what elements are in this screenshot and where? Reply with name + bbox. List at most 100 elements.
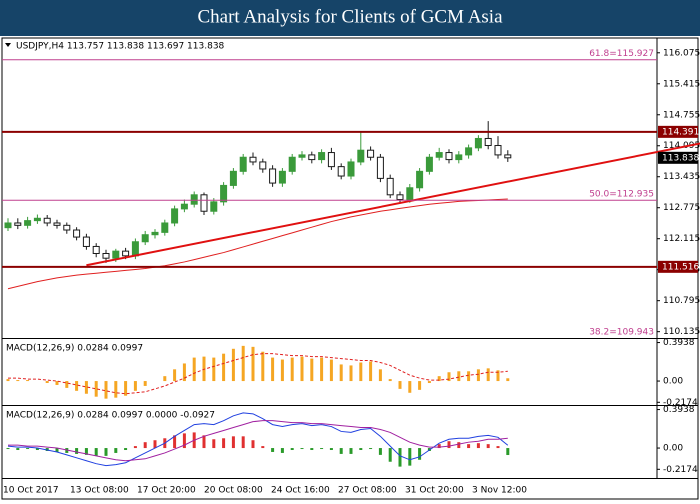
macd-bar — [378, 369, 382, 382]
osma-bar — [378, 448, 382, 455]
macd-bar — [94, 381, 98, 397]
osma-bar — [114, 448, 118, 453]
x-tick-label: 31 Oct 20:00 — [405, 486, 464, 496]
candle-body — [82, 236, 90, 247]
page-title: Chart Analysis for Clients of GCM Asia — [197, 6, 503, 27]
candle-body — [102, 252, 110, 259]
candle-body — [141, 234, 149, 243]
header-arrow — [5, 43, 11, 47]
candle-body — [406, 187, 414, 201]
macd-bar — [418, 381, 422, 390]
candle-body — [327, 152, 335, 168]
candle-body — [73, 229, 81, 238]
osma-bar — [329, 448, 333, 451]
signal-line — [7, 412, 509, 467]
osma-bar — [241, 436, 245, 449]
candle-body — [151, 231, 159, 236]
candle-body — [43, 217, 51, 224]
candle-body — [474, 137, 482, 149]
macd-bar — [437, 376, 441, 382]
osma-bar — [133, 446, 137, 449]
candle-body — [200, 194, 208, 212]
macd-bar — [369, 361, 373, 382]
y-tick-label: -0.2174 — [663, 398, 698, 408]
macd-bar — [320, 357, 324, 382]
macd-bar — [133, 381, 137, 391]
candle-body — [278, 170, 286, 184]
candle-body — [53, 222, 61, 226]
trendline — [86, 142, 700, 267]
macd-bar — [6, 379, 10, 382]
fib-label: 50.0=112.935 — [589, 190, 654, 200]
macd-bar — [222, 353, 226, 382]
y-tick-label: 112.115 — [663, 234, 700, 244]
osma-bar — [261, 446, 265, 449]
y-tick-label: 110.135 — [663, 327, 700, 337]
x-tick-label: 3 Nov 12:00 — [472, 486, 527, 496]
candle-body — [455, 154, 463, 161]
candle-body — [131, 241, 139, 257]
macd-bar — [231, 348, 235, 382]
osma-bar — [300, 448, 304, 450]
osma-bar — [124, 448, 128, 451]
macd-bar — [359, 362, 363, 382]
price-box-label: 113.838 — [662, 153, 699, 163]
candle-body — [337, 166, 345, 177]
candle-body — [435, 152, 443, 158]
candle-body — [92, 245, 100, 254]
y-tick-label: 113.435 — [663, 172, 700, 182]
osma-bar — [16, 448, 20, 451]
x-tick-label: 13 Oct 08:00 — [70, 486, 129, 496]
candle-body — [357, 149, 365, 163]
osma-bar — [202, 435, 206, 449]
signal-line — [8, 420, 508, 462]
macd-bar — [75, 381, 79, 391]
osma-bar — [437, 444, 441, 449]
candle-body — [386, 177, 394, 196]
osma-bar — [26, 448, 30, 450]
macd-bar — [26, 380, 30, 382]
x-tick-label: 10 Oct 2017 — [3, 486, 59, 496]
osma-bar — [55, 448, 59, 452]
candle-body — [288, 156, 296, 172]
candle-body — [416, 170, 424, 189]
macd-bar — [173, 369, 177, 382]
candle-body — [63, 224, 71, 231]
moving-average — [7, 198, 508, 290]
candle-body — [376, 156, 384, 179]
price-box — [658, 151, 698, 164]
candle-body — [445, 152, 453, 161]
candle-body — [318, 152, 326, 161]
osma-bar — [153, 440, 157, 449]
osma-bar — [398, 448, 402, 467]
osma-bar — [104, 448, 108, 456]
y-tick-label: 112.775 — [663, 203, 700, 213]
macd-bar — [506, 378, 510, 382]
y-tick-label: -0.2174 — [663, 465, 698, 475]
osma-bar — [212, 439, 216, 449]
candle-body — [229, 170, 237, 186]
osma-bar — [418, 448, 422, 460]
panel-header: USDJPY,H4 113.757 113.838 113.697 113.83… — [16, 42, 225, 52]
macd-bar — [349, 365, 353, 382]
osma-bar — [457, 442, 461, 449]
macd-bar — [290, 357, 294, 382]
osma-bar — [339, 448, 343, 454]
osma-bar — [408, 448, 412, 466]
osma-bar — [320, 448, 324, 450]
osma-bar — [506, 448, 510, 456]
candle-body — [494, 145, 502, 156]
osma-bar — [359, 448, 363, 451]
candle-body — [112, 250, 120, 259]
chart-frame — [1, 37, 699, 500]
osma-bar — [388, 448, 392, 462]
price-box-label: 114.391 — [662, 127, 699, 137]
osma-bar — [173, 435, 177, 449]
macd-bar — [55, 381, 59, 385]
candle-body — [220, 184, 228, 203]
y-tick-label: 0.3938 — [663, 338, 695, 348]
x-tick-label: 27 Oct 08:00 — [338, 486, 397, 496]
candle-body — [33, 217, 41, 222]
osma-bar — [447, 441, 451, 449]
macd-bar — [84, 381, 88, 394]
